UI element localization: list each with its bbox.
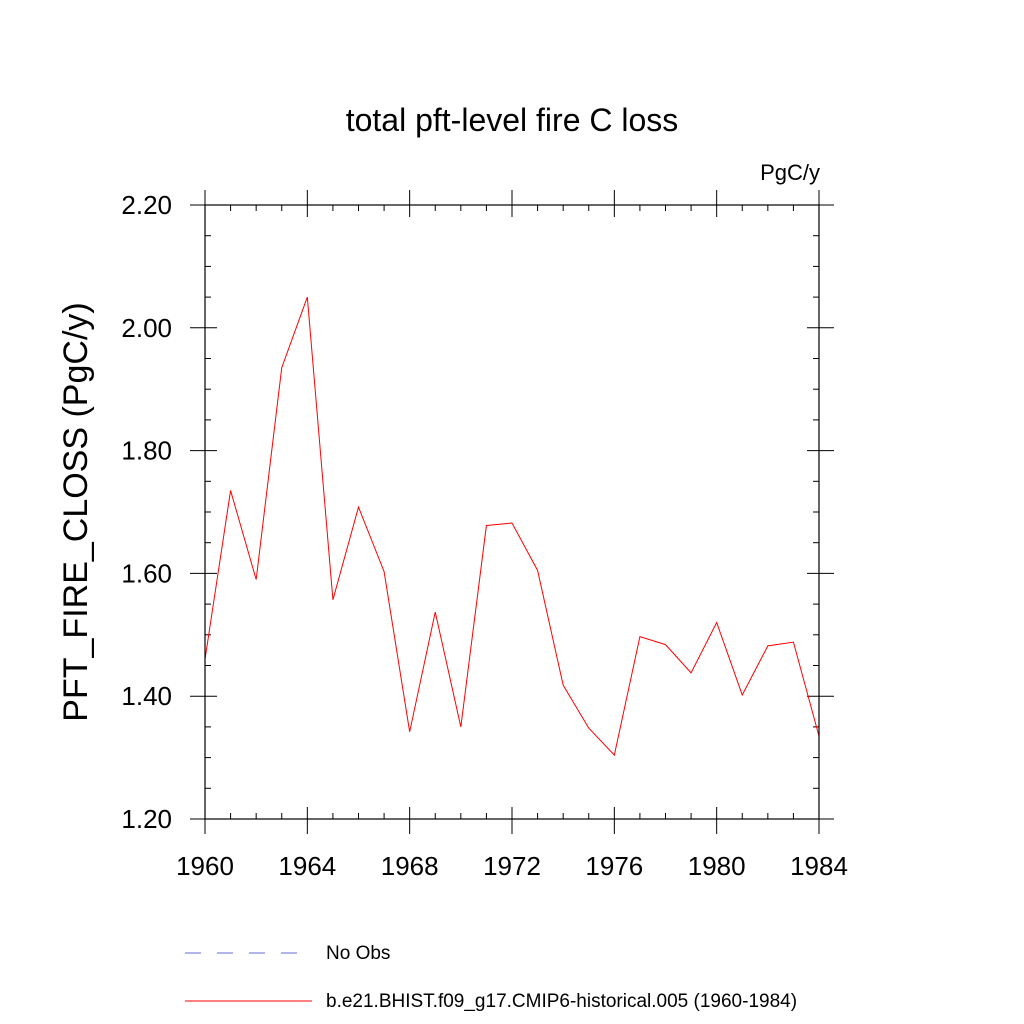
x-tick-label: 1984 xyxy=(790,851,848,881)
y-axis-label: PFT_FIRE_CLOSS (PgC/y) xyxy=(57,302,95,721)
y-tick-label: 2.00 xyxy=(121,313,172,343)
x-tick-label: 1964 xyxy=(278,851,336,881)
y-tick-label: 1.60 xyxy=(121,558,172,588)
major-ticks xyxy=(190,190,834,834)
series-layer xyxy=(204,296,820,757)
tick-labels: 1960 1964 1968 1972 1976 1980 1984 1.20 1.40 1.60… xyxy=(121,190,848,881)
y-tick-label: 1.40 xyxy=(121,681,172,711)
y-tick-label: 1.80 xyxy=(121,436,172,466)
x-tick-label: 1976 xyxy=(585,851,643,881)
legend-label-model-run: b.e21.BHIST.f09_g17.CMIP6-historical.005… xyxy=(326,991,797,1012)
x-tick-label: 1968 xyxy=(381,851,439,881)
y-tick-label: 1.20 xyxy=(121,804,172,834)
x-tick-label: 1980 xyxy=(688,851,746,881)
plot-frame xyxy=(204,204,820,820)
x-tick-label: 1960 xyxy=(176,851,234,881)
x-tick-label: 1972 xyxy=(483,851,541,881)
series-line-0 xyxy=(204,296,820,757)
chart-title: total pft-level fire C loss xyxy=(346,102,679,138)
units-label: PgC/y xyxy=(760,160,820,185)
legend-label-no-obs: No Obs xyxy=(326,943,390,964)
legend: No Obs b.e21.BHIST.f09_g17.CMIP6-histori… xyxy=(185,943,797,1012)
y-tick-label: 2.20 xyxy=(121,190,172,220)
minor-ticks xyxy=(205,205,819,819)
